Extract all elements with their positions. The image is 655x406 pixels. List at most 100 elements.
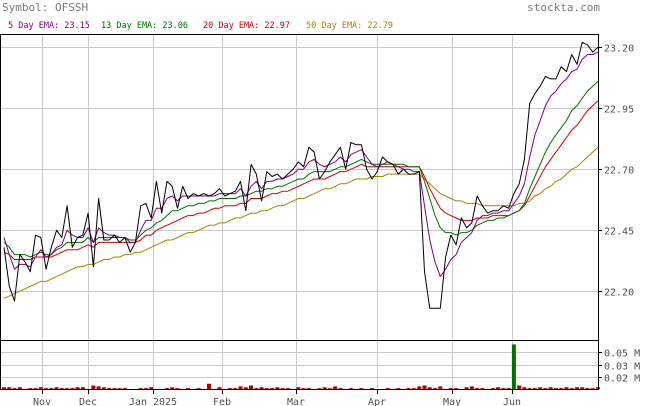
volume-bar [91,385,96,389]
volume-bar [7,387,12,389]
volume-bar [96,386,101,389]
volume-bar [228,388,233,390]
volume-tick-label: 0.02 M [604,374,640,385]
y-tick-label: 22.45 [604,227,634,238]
volume-bar [65,388,70,390]
volume-bar [490,388,495,390]
volume-bar [238,386,243,389]
volume-bar [285,388,290,390]
series-line-price [3,41,599,309]
volume-bar [112,388,117,390]
volume-bar [17,387,22,389]
volume-bar [369,388,374,390]
volume-bar [553,388,558,390]
site-link[interactable]: stockta.com [527,1,600,14]
x-tick-label: Mar [287,397,305,406]
volume-bar [254,388,259,390]
volume-bar [511,344,516,389]
x-tick-label: Nov [33,397,51,406]
volume-bar [249,385,254,389]
price-panel-frame [0,34,599,341]
series-line-50-day-ema [3,146,599,299]
x-tick-label: May [443,397,461,406]
volume-bar [590,388,595,390]
volume-bar [501,388,506,390]
volume-bar [196,388,201,390]
volume-bar [185,388,190,390]
volume-bar [44,388,49,390]
volume-bar [243,387,248,389]
y-tick-label: 22.20 [604,288,634,299]
volume-bar [149,387,154,389]
volume-bar [464,387,469,389]
volume-bar [417,386,422,389]
volume-bar [107,388,112,390]
volume-bar [306,388,311,390]
volume-bar [280,388,285,390]
volume-bar [527,388,532,390]
x-tick-label: Jun [503,397,521,406]
volume-bar [259,387,264,389]
series-line-13-day-ema [3,81,599,258]
volume-bar [217,387,222,389]
volume-bar [580,387,585,389]
volume-bar [233,388,238,390]
volume-bar [559,388,564,390]
volume-bar [38,387,43,389]
volume-bar [75,387,80,389]
volume-bar [448,388,453,390]
volume-bar [569,388,574,390]
volume-bar [59,388,64,390]
price-grid [1,35,598,340]
volume-bar [270,388,275,390]
volume-bar [422,385,427,389]
volume-bar [480,388,485,390]
volume-bar [475,388,480,390]
volume-bar [301,388,306,390]
x-tick-label: Apr [368,397,386,406]
volume-bar [506,388,511,390]
volume-bar [117,388,122,390]
volume-bar [338,388,343,390]
volume-bar [275,387,280,389]
volume-bar [175,388,180,390]
volume-bar [532,388,537,390]
volume-bar [454,388,459,390]
volume-bar [70,388,75,390]
volume-bar [427,387,432,389]
x-tick-label: Jan 2025 [129,397,177,406]
volume-bar [2,387,6,389]
legend-entry: 50 Day EMA: 22.79 [306,21,393,31]
volume-bar [12,388,17,390]
volume-bar [138,388,143,390]
volume-bar [348,388,353,390]
volume-bar [469,386,474,389]
volume-bar [317,388,322,390]
y-tick-label: 22.70 [604,166,634,177]
volume-bar [412,388,417,390]
volume-bar [122,388,127,390]
volume-grid [1,341,598,389]
volume-bar [33,388,38,390]
legend-entry: 5 Day EMA: 23.15 [8,21,90,31]
volume-bar [522,387,527,389]
volume-bar [322,387,327,389]
volume-axis: 0.05 M 0.03 M0.02 M [598,349,640,385]
volume-bar [327,388,332,390]
volume-tick-label: 0.03 M [604,362,640,373]
x-tick-label: Feb [213,397,231,406]
volume-bar [396,388,401,390]
volume-bar [517,385,522,389]
volume-bar [28,388,33,390]
y-tick-label: 22.95 [604,105,634,116]
symbol-label: Symbol: OFSSH [2,1,88,14]
y-tick-label: 23.20 [604,44,634,55]
volume-bar [359,388,364,390]
volume-bar [438,386,443,389]
volume-bar [207,383,212,389]
volume-bar [333,386,338,389]
volume-bar [538,387,543,389]
series-line-20-day-ema [3,100,599,260]
volume-bar [433,388,438,390]
